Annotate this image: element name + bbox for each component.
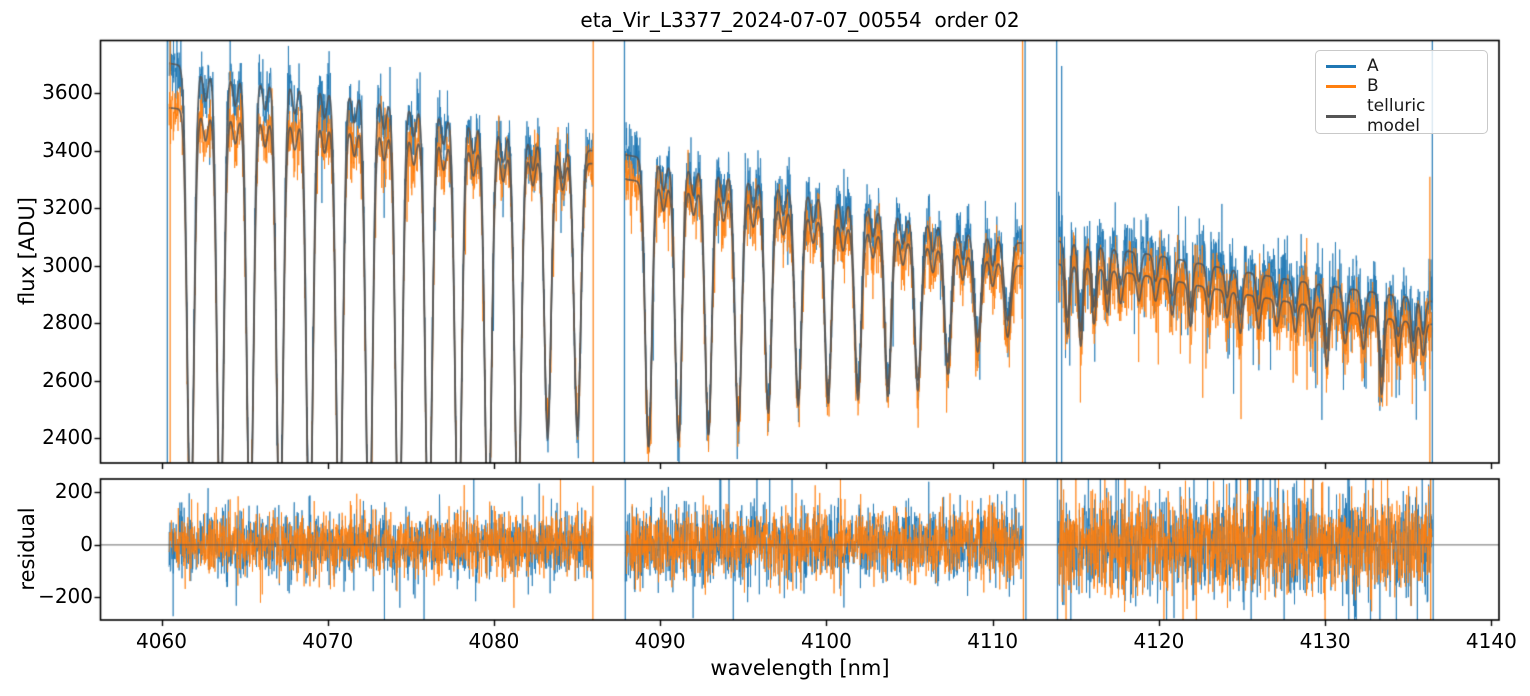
series-a-line-swatch — [1326, 64, 1356, 68]
x-tick-label: 4070 — [302, 629, 354, 653]
y-tick-label-flux: 3200 — [42, 195, 93, 220]
legend-item-a: A — [1326, 56, 1477, 76]
legend-item-telluric-model: telluric model — [1326, 96, 1477, 136]
series-telluric-line-swatch — [1326, 114, 1356, 118]
y-tick-label-flux: 2600 — [42, 367, 93, 392]
x-tick-label: 4080 — [468, 629, 520, 653]
legend-item-b: B — [1326, 76, 1477, 96]
y-tick-label-flux: 3600 — [42, 80, 93, 105]
legend-label-b: B — [1367, 76, 1379, 96]
x-tick-label: 4140 — [1465, 629, 1517, 653]
legend-label-a: A — [1367, 56, 1379, 76]
x-tick-label: 4110 — [967, 629, 1019, 653]
y-tick-label-flux: 3000 — [42, 252, 93, 277]
y-tick-label-flux: 3400 — [42, 137, 93, 162]
legend-label-telluric-model: telluric model — [1367, 96, 1426, 136]
x-axis-label: wavelength [nm] — [710, 656, 890, 680]
y-tick-label-flux: 2800 — [42, 310, 93, 335]
x-tick-label: 4100 — [800, 629, 852, 653]
y-tick-label-residual: 0 — [80, 531, 93, 556]
y-axis-label-residual: residual — [15, 507, 39, 591]
plot-title: eta_Vir_L3377_2024-07-07_00554 order 02 — [580, 8, 1020, 32]
x-tick-label: 4090 — [634, 629, 686, 653]
legend: A B telluric model — [1315, 50, 1488, 136]
x-tick-label: 4060 — [136, 629, 187, 653]
x-tick-label: 4130 — [1299, 629, 1351, 653]
y-axis-label-flux: flux [ADU] — [15, 197, 39, 305]
series-b-line-swatch — [1326, 84, 1356, 88]
y-tick-label-residual: −200 — [38, 584, 93, 609]
y-tick-label-residual: 200 — [54, 479, 93, 504]
y-tick-label-flux: 2400 — [42, 425, 93, 449]
x-tick-label: 4120 — [1133, 629, 1185, 653]
